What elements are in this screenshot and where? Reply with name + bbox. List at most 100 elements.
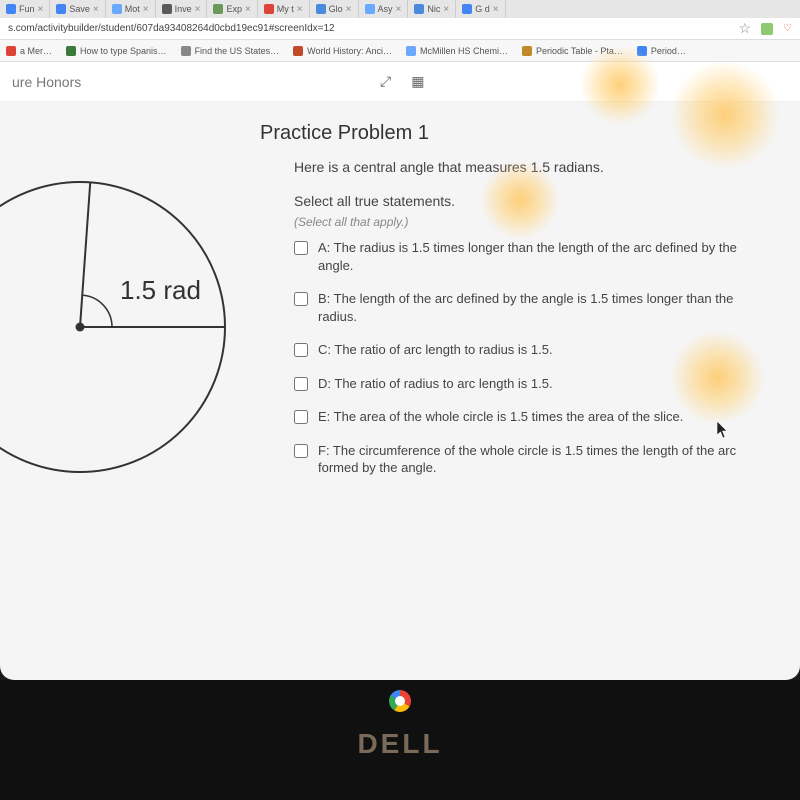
choice-row: F: The circumference of the whole circle… (294, 442, 770, 477)
tab-favicon (316, 4, 326, 14)
browser-tab[interactable]: Exp× (207, 0, 257, 18)
browser-url-bar: s.com/activitybuilder/student/607da93408… (0, 18, 800, 40)
choice-checkbox[interactable] (294, 410, 308, 424)
choice-checkbox[interactable] (294, 444, 308, 458)
tab-favicon (162, 4, 172, 14)
bookmark-label: McMillen HS Chemi… (420, 46, 508, 56)
tab-favicon (462, 4, 472, 14)
choice-checkbox[interactable] (294, 343, 308, 357)
bookmark-item[interactable]: Period… (637, 46, 686, 56)
tab-label: Save (69, 4, 90, 14)
bookmark-item[interactable]: Periodic Table - Pta… (522, 46, 623, 56)
tab-favicon (6, 4, 16, 14)
bookmarks-bar: a Mer… How to type Spanis… Find the US Sta… (0, 40, 800, 62)
problem-subtext: (Select all that apply.) (294, 215, 770, 229)
problem-prompt: Select all true statements. (294, 193, 770, 209)
bookmark-label: How to type Spanis… (80, 46, 167, 56)
bookmark-favicon (181, 46, 191, 56)
tab-favicon (112, 4, 122, 14)
tab-close-icon[interactable]: × (38, 4, 44, 15)
bookmark-label: World History: Anci… (307, 46, 392, 56)
tab-close-icon[interactable]: × (493, 4, 499, 15)
tab-favicon (213, 4, 223, 14)
bookmark-item[interactable]: McMillen HS Chemi… (406, 46, 508, 56)
bookmark-label: Periodic Table - Pta… (536, 46, 623, 56)
browser-tab[interactable]: Save× (50, 0, 105, 18)
browser-tab[interactable]: G d× (456, 0, 505, 18)
bookmark-label: a Mer… (20, 46, 52, 56)
fullscreen-icon[interactable]: ⤢ (380, 73, 391, 90)
bookmark-favicon (6, 46, 16, 56)
bookmark-item[interactable]: Find the US States… (181, 46, 280, 56)
choice-row: D: The ratio of radius to arc length is … (294, 375, 770, 393)
tab-close-icon[interactable]: × (195, 4, 201, 15)
choice-row: C: The ratio of arc length to radius is … (294, 341, 770, 359)
choice-row: E: The area of the whole circle is 1.5 t… (294, 408, 770, 426)
choice-text: B: The length of the arc defined by the … (318, 290, 770, 325)
tab-favicon (264, 4, 274, 14)
choice-checkbox[interactable] (294, 241, 308, 255)
choice-row: A: The radius is 1.5 times longer than t… (294, 239, 770, 274)
problem-intro: Here is a central angle that measures 1.… (294, 159, 770, 175)
browser-tab[interactable]: Fun× (0, 0, 50, 18)
tab-close-icon[interactable]: × (93, 4, 99, 15)
calculator-icon[interactable]: ▦ (411, 73, 424, 90)
extension-icon[interactable] (761, 23, 773, 35)
chrome-icon[interactable] (389, 690, 411, 712)
tab-favicon (414, 4, 424, 14)
svg-text:1.5 rad: 1.5 rad (120, 275, 201, 305)
browser-tab[interactable]: Asy× (359, 0, 409, 18)
tab-label: My t (277, 4, 294, 14)
choice-text: C: The ratio of arc length to radius is … (318, 341, 553, 359)
bookmark-item[interactable]: World History: Anci… (293, 46, 392, 56)
tab-label: Asy (378, 4, 393, 14)
bookmark-label: Find the US States… (195, 46, 280, 56)
tab-close-icon[interactable]: × (297, 4, 303, 15)
browser-tabstrip: Fun×Save×Mot×Inve×Exp×My t×Glo×Asy×Nic×G… (0, 0, 800, 18)
bookmark-item[interactable]: How to type Spanis… (66, 46, 167, 56)
tab-close-icon[interactable]: × (346, 4, 352, 15)
choice-text: D: The ratio of radius to arc length is … (318, 375, 553, 393)
course-title: ure Honors (12, 74, 81, 90)
choice-row: B: The length of the arc defined by the … (294, 290, 770, 325)
tab-label: Mot (125, 4, 140, 14)
bookmark-item[interactable]: a Mer… (6, 46, 52, 56)
problem-title: Practice Problem 1 (260, 122, 770, 145)
tab-label: Nic (427, 4, 440, 14)
browser-tab[interactable]: Mot× (106, 0, 156, 18)
tab-favicon (365, 4, 375, 14)
tab-close-icon[interactable]: × (245, 4, 251, 15)
tab-close-icon[interactable]: × (143, 4, 149, 15)
brand-logo: DELL (357, 728, 442, 760)
choice-text: E: The area of the whole circle is 1.5 t… (318, 408, 683, 426)
tab-label: Fun (19, 4, 35, 14)
url-text: s.com/activitybuilder/student/607da93408… (8, 23, 335, 34)
bookmark-favicon (293, 46, 303, 56)
browser-tab[interactable]: Inve× (156, 0, 208, 18)
angle-diagram: 1.5 rad (0, 152, 260, 507)
browser-tab[interactable]: Glo× (310, 0, 359, 18)
choice-checkbox[interactable] (294, 377, 308, 391)
choice-text: A: The radius is 1.5 times longer than t… (318, 239, 770, 274)
bookmark-favicon (406, 46, 416, 56)
bookmark-label: Period… (651, 46, 686, 56)
app-header: ure Honors ⤢ ▦ (0, 62, 800, 102)
laptop-bezel: DELL (0, 680, 800, 800)
bookmark-star-icon[interactable]: ☆ (738, 20, 751, 37)
tab-label: Exp (226, 4, 242, 14)
heart-icon[interactable]: ♡ (783, 23, 792, 34)
bookmark-favicon (66, 46, 76, 56)
browser-tab[interactable]: My t× (258, 0, 310, 18)
tab-label: Glo (329, 4, 343, 14)
bookmark-favicon (522, 46, 532, 56)
bookmark-favicon (637, 46, 647, 56)
choices-list: A: The radius is 1.5 times longer than t… (260, 239, 770, 477)
tab-close-icon[interactable]: × (443, 4, 449, 15)
tab-label: Inve (175, 4, 192, 14)
tab-close-icon[interactable]: × (396, 4, 402, 15)
choice-text: F: The circumference of the whole circle… (318, 442, 770, 477)
browser-tab[interactable]: Nic× (408, 0, 456, 18)
tab-label: G d (475, 4, 490, 14)
choice-checkbox[interactable] (294, 292, 308, 306)
tab-favicon (56, 4, 66, 14)
